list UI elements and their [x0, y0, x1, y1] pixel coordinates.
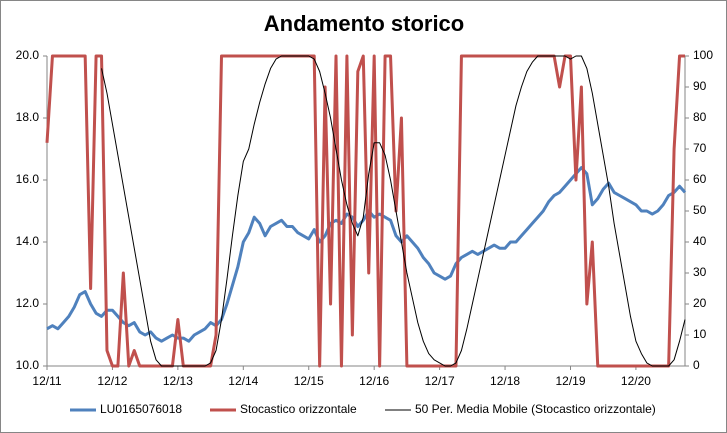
y-tick-label: 20.0 — [16, 48, 40, 62]
y2-tick-label: 90 — [693, 79, 707, 93]
x-tick-label: 12/12 — [97, 374, 127, 388]
x-tick-label: 12/13 — [163, 374, 193, 388]
x-tick-label: 12/11 — [32, 374, 61, 388]
y-tick-label: 16.0 — [16, 172, 40, 186]
x-tick-label: 12/16 — [359, 374, 389, 388]
y-tick-label: 12.0 — [16, 296, 40, 310]
y2-tick-label: 70 — [693, 141, 707, 155]
x-tick-label: 12/15 — [294, 374, 324, 388]
y2-tick-label: 100 — [693, 48, 713, 62]
legend-label: LU0165076018 — [100, 402, 182, 416]
y2-tick-label: 20 — [693, 296, 707, 310]
y2-tick-label: 40 — [693, 234, 707, 248]
x-tick-label: 12/14 — [228, 374, 258, 388]
x-tick-label: 12/18 — [490, 374, 520, 388]
y2-tick-label: 50 — [693, 203, 707, 217]
chart-title: Andamento storico — [264, 11, 464, 36]
y2-tick-label: 30 — [693, 265, 707, 279]
series-line — [45, 54, 685, 368]
legend-label: Stocastico orizzontale — [240, 402, 357, 416]
y-tick-label: 14.0 — [16, 234, 40, 248]
y2-tick-label: 80 — [693, 110, 707, 124]
x-tick-label: 12/20 — [621, 374, 651, 388]
legend-label: 50 Per. Media Mobile (Stocastico orizzon… — [415, 402, 656, 416]
series-line — [101, 55, 686, 367]
x-tick-label: 12/17 — [425, 374, 455, 388]
y2-tick-label: 10 — [693, 327, 707, 341]
y-tick-label: 10.0 — [16, 358, 40, 372]
x-tick-label: 12/19 — [555, 374, 585, 388]
y-tick-label: 18.0 — [16, 110, 40, 124]
y2-tick-label: 0 — [693, 358, 700, 372]
y2-tick-label: 60 — [693, 172, 707, 186]
